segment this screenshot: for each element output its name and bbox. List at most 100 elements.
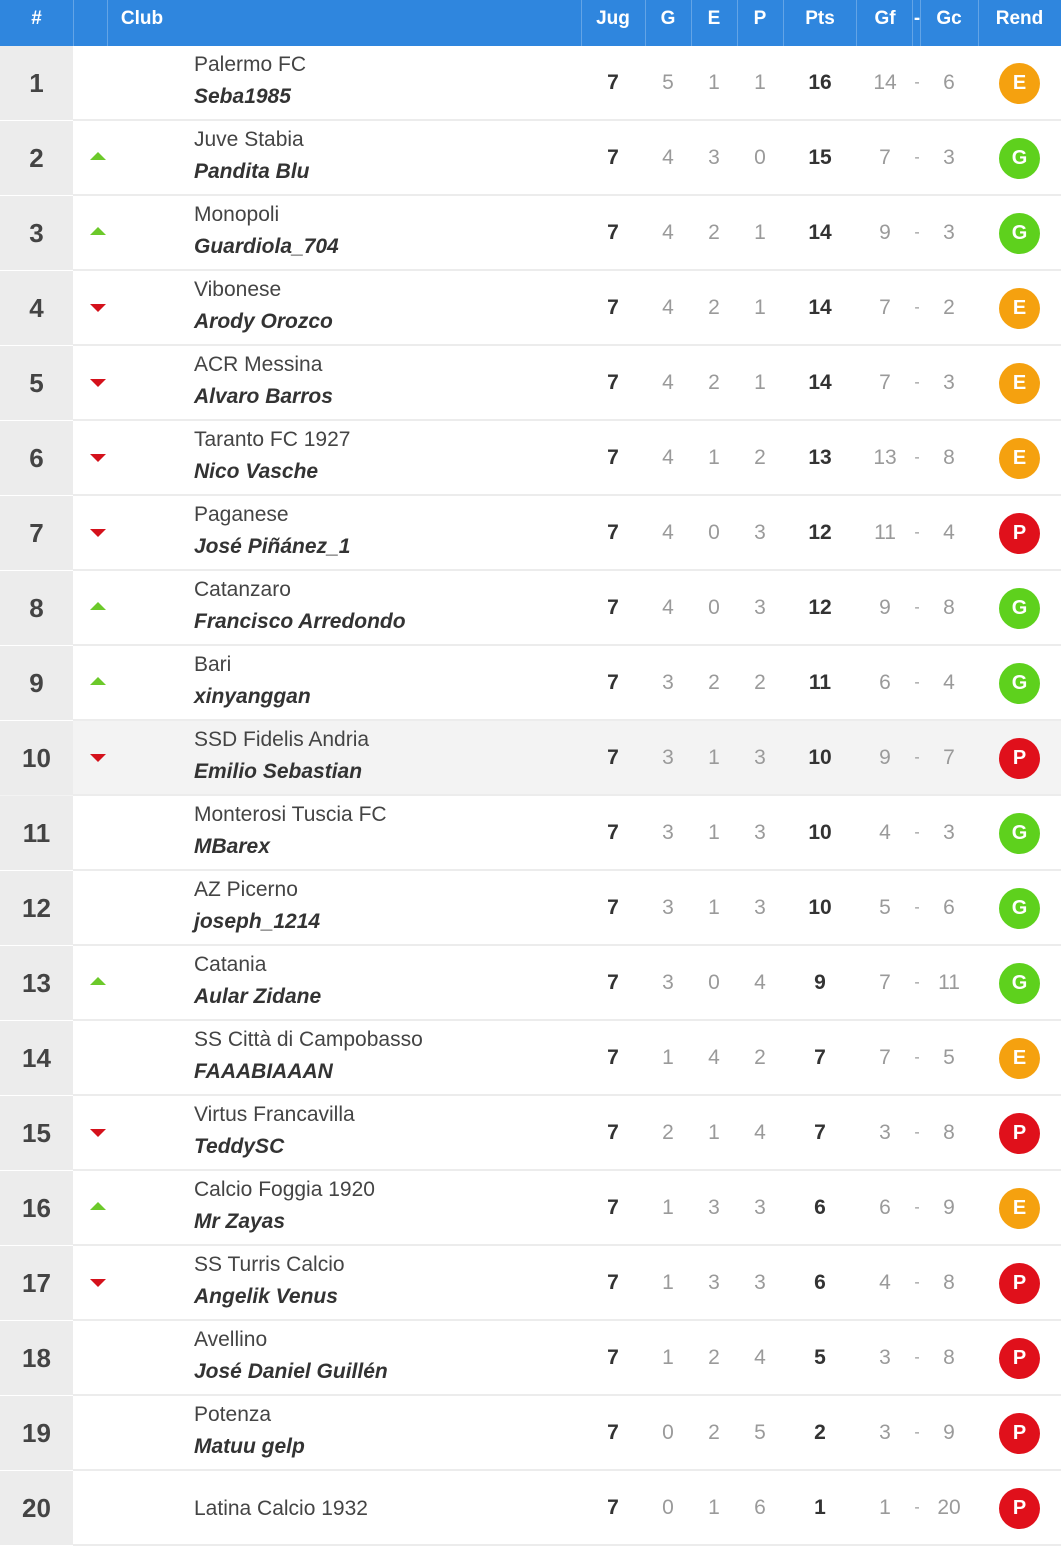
club-name[interactable]: Paganese [194, 503, 289, 526]
points-cell: 15 [808, 146, 832, 169]
header-gc[interactable]: Gc [936, 8, 962, 29]
table-row[interactable]: 12 AZ Picerno joseph_1214 7 3 1 3 10 5 - 6 G [0, 871, 1061, 946]
rank-cell: 9 [0, 646, 73, 720]
club-name[interactable]: SS Città di Campobasso [194, 1028, 423, 1051]
table-row[interactable]: 9 Bari xinyanggan 7 3 2 2 11 6 - 4 G [0, 646, 1061, 721]
manager-name[interactable]: Mr Zayas [194, 1210, 286, 1233]
goals-against-cell: 3 [943, 371, 955, 394]
rank-cell: 11 [0, 796, 73, 870]
form-badge: P [999, 738, 1040, 779]
drawn-cell: 2 [708, 671, 720, 694]
club-name[interactable]: Palermo FC [194, 53, 307, 76]
header-pts[interactable]: Pts [805, 8, 835, 29]
table-row[interactable]: 18 Avellino José Daniel Guillén 7 1 2 4 5 3 - 8 P [0, 1321, 1061, 1396]
goals-against-cell: 3 [943, 821, 955, 844]
row-divider [73, 1244, 1061, 1246]
trend-down-icon [90, 454, 106, 462]
manager-name[interactable]: Guardiola_704 [194, 235, 339, 258]
points-cell: 5 [814, 1346, 826, 1369]
manager-name[interactable]: MBarex [194, 835, 270, 858]
club-name[interactable]: Taranto FC 1927 [194, 428, 351, 451]
goals-separator: - [914, 1199, 920, 1216]
club-name[interactable]: Monopoli [194, 203, 280, 226]
table-row[interactable]: 1 Palermo FC Seba1985 7 5 1 1 16 14- 6 E [0, 46, 1061, 121]
club-name[interactable]: Virtus Francavilla [194, 1103, 355, 1126]
club-name[interactable]: ACR Messina [194, 353, 323, 376]
goals-separator: - [914, 224, 920, 241]
trend-down-icon [90, 1129, 106, 1137]
club-name[interactable]: SS Turris Calcio [194, 1253, 345, 1276]
club-name[interactable]: Catania [194, 953, 267, 976]
played-cell: 7 [607, 821, 619, 844]
manager-name[interactable]: Emilio Sebastian [194, 760, 363, 783]
table-row[interactable]: 7 Paganese José Piñánez_1 7 4 0 3 12 11 - 4 P [0, 496, 1061, 571]
played-cell: 7 [607, 296, 619, 319]
table-row[interactable]: 16 Calcio Foggia 1920 Mr Zayas 7 1 3 3 6 6 - 9 E [0, 1171, 1061, 1246]
row-divider [73, 944, 1061, 946]
played-cell: 7 [607, 1271, 619, 1294]
manager-name[interactable]: TeddySC [194, 1135, 285, 1158]
manager-name[interactable]: Aular Zidane [194, 985, 322, 1008]
manager-name[interactable]: Nico Vasche [194, 460, 319, 483]
goals-separator: - [914, 974, 920, 991]
played-cell: 7 [607, 1046, 619, 1069]
manager-name[interactable]: FAAABIAAAN [194, 1060, 333, 1083]
club-name[interactable]: Juve Stabia [194, 128, 304, 151]
table-row[interactable]: 13 Catania Aular Zidane 7 3 0 4 9 7 - 11 G [0, 946, 1061, 1021]
manager-name[interactable]: Arody Orozco [194, 310, 333, 333]
table-row[interactable]: 6 Taranto FC 1927 Nico Vasche 7 4 1 2 13 13-8 E [0, 421, 1061, 496]
manager-name[interactable]: xinyanggan [194, 685, 311, 708]
lost-cell: 5 [754, 1421, 766, 1444]
manager-name[interactable]: José Daniel Guillén [194, 1360, 388, 1383]
form-badge: E [999, 1038, 1040, 1079]
form-badge: G [999, 813, 1040, 854]
manager-name[interactable]: joseph_1214 [194, 910, 321, 933]
table-row[interactable]: 5 ACR Messina Alvaro Barros 7 4 2 1 14 7-3 E [0, 346, 1061, 421]
table-row[interactable]: 4 Vibonese Arody Orozco 7 4 2 1 14 7-2 E [0, 271, 1061, 346]
manager-name[interactable]: Alvaro Barros [194, 385, 333, 408]
manager-name[interactable]: Angelik Venus [194, 1285, 338, 1308]
goals-against-cell: 11 [938, 971, 960, 994]
table-row[interactable]: 17 SS Turris Calcio Angelik Venus 7 1 3 3 6 4 - 8 P [0, 1246, 1061, 1321]
header-rend[interactable]: Rend [995, 8, 1044, 29]
manager-name[interactable]: Francisco Arredondo [194, 610, 406, 633]
header-club[interactable]: Club [120, 8, 164, 29]
club-name[interactable]: Potenza [194, 1403, 272, 1426]
header-e[interactable]: E [707, 8, 721, 29]
club-name[interactable]: AZ Picerno [194, 878, 298, 901]
header-rank[interactable]: # [31, 8, 42, 29]
row-divider [73, 1469, 1061, 1471]
manager-name[interactable]: Matuu gelp [194, 1435, 305, 1458]
goals-separator: - [914, 1499, 920, 1516]
club-name[interactable]: Avellino [194, 1328, 268, 1351]
header-g[interactable]: G [660, 8, 676, 29]
club-name[interactable]: Catanzaro [194, 578, 291, 601]
table-row[interactable]: 8 Catanzaro Francisco Arredondo 7 4 0 3 12 9 - 8 G [0, 571, 1061, 646]
table-row[interactable]: 10 SSD Fidelis Andria Emilio Sebastian 7 3 1 3… [0, 721, 1061, 796]
manager-name[interactable]: Seba1985 [194, 85, 291, 108]
table-row[interactable]: 15 Virtus Francavilla TeddySC 7 2 1 4 7 3 - 8 P [0, 1096, 1061, 1171]
table-row[interactable]: 3 Monopoli Guardiola_704 7 4 2 1 14 9 - 3 G [0, 196, 1061, 271]
trend-up-icon [90, 152, 106, 160]
manager-name[interactable]: Pandita Blu [194, 160, 310, 183]
club-name[interactable]: Latina Calcio 1932 [194, 1497, 368, 1520]
header-gf[interactable]: Gf [874, 8, 896, 29]
club-name[interactable]: Monterosi Tuscia FC [194, 803, 387, 826]
table-row[interactable]: 11 Monterosi Tuscia FC MBarex 7 3 1 3 10 4 - 3 G [0, 796, 1061, 871]
rank-cell: 3 [0, 196, 73, 270]
manager-name[interactable]: José Piñánez_1 [194, 535, 351, 558]
table-row[interactable]: 14 SS Città di Campobasso FAAABIAAAN 7 1 4 2 7 7… [0, 1021, 1061, 1096]
lost-cell: 0 [754, 146, 766, 169]
club-name[interactable]: Calcio Foggia 1920 [194, 1178, 375, 1201]
table-row[interactable]: 19 Potenza Matuu gelp 7 0 2 5 2 3 - 9 P [0, 1396, 1061, 1471]
header-jug[interactable]: Jug [596, 8, 630, 29]
table-row[interactable]: 20 Latina Calcio 1932 7 0 1 6 1 1-20 P [0, 1471, 1061, 1546]
points-cell: 7 [814, 1121, 826, 1144]
club-name[interactable]: Vibonese [194, 278, 282, 301]
club-name[interactable]: SSD Fidelis Andria [194, 728, 370, 751]
header-p[interactable]: P [753, 8, 767, 29]
table-row[interactable]: 2 Juve Stabia Pandita Blu 7 4 3 0 15 7 - 3 G [0, 121, 1061, 196]
won-cell: 4 [662, 521, 674, 544]
club-name[interactable]: Bari [194, 653, 232, 676]
won-cell: 1 [662, 1046, 674, 1069]
